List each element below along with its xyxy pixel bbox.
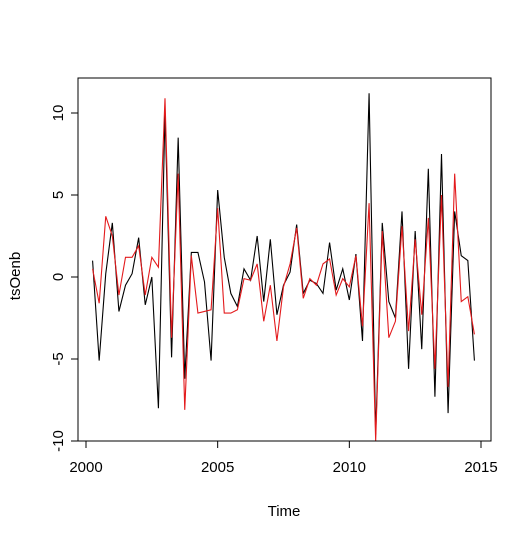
y-axis-label: tsOenb	[7, 252, 24, 300]
y-tick-label: 0	[50, 273, 67, 281]
x-axis-label: Time	[268, 503, 301, 520]
y-axis: -10 -5 0 5 10	[50, 105, 79, 452]
x-tick-label: 2005	[201, 459, 234, 476]
y-tick-label: 10	[50, 105, 67, 122]
x-tick-label: 2015	[464, 459, 497, 476]
x-axis: 2000 2005 2010 2015	[69, 440, 498, 476]
x-tick-label: 2010	[333, 459, 366, 476]
y-tick-label: -5	[50, 352, 67, 365]
series-line-2	[92, 98, 475, 442]
series-layer	[92, 93, 475, 442]
x-tick-label: 2000	[69, 459, 102, 476]
y-tick-label: 5	[50, 191, 67, 199]
y-tick-label: -10	[50, 430, 67, 452]
